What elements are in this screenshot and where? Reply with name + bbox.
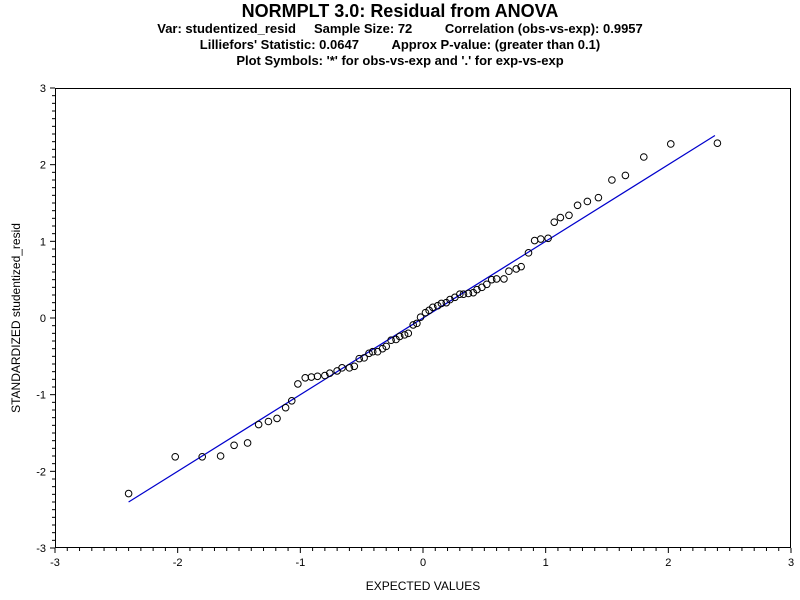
data-point bbox=[446, 295, 454, 304]
y-tick-label: -2 bbox=[36, 466, 46, 478]
x-tick-label: 1 bbox=[543, 557, 549, 569]
data-point bbox=[345, 364, 354, 372]
x-tick-label: 2 bbox=[665, 557, 671, 569]
data-point bbox=[216, 452, 225, 460]
data-point bbox=[313, 372, 322, 381]
data-point bbox=[325, 369, 334, 378]
data-point bbox=[524, 249, 533, 257]
data-point bbox=[437, 299, 446, 308]
data-point bbox=[413, 319, 421, 328]
reference-line bbox=[128, 135, 716, 503]
data-point bbox=[421, 308, 430, 317]
p-value-text: Approx P-value: (greater than 0.1) bbox=[391, 37, 601, 52]
data-point bbox=[505, 267, 513, 276]
data-point bbox=[713, 139, 722, 147]
data-point bbox=[544, 234, 552, 243]
data-point bbox=[492, 275, 501, 283]
data-point bbox=[530, 236, 539, 245]
subtitle-line-3: Lilliefors' Statistic: 0.0647 Approx P-v… bbox=[0, 37, 800, 53]
data-point bbox=[464, 289, 473, 298]
correlation-text: Correlation (obs-vs-exp): 0.9957 bbox=[444, 21, 643, 36]
data-point bbox=[243, 439, 252, 447]
data-point bbox=[621, 171, 630, 180]
x-axis-title: EXPECTED VALUES bbox=[366, 579, 480, 593]
y-tick-label: 0 bbox=[40, 313, 46, 325]
plot-symbols-text: Plot Symbols: '*' for obs-vs-exp and '.'… bbox=[236, 53, 564, 68]
data-point bbox=[433, 301, 442, 310]
data-point bbox=[487, 275, 496, 284]
data-point bbox=[301, 374, 310, 382]
data-point bbox=[400, 331, 409, 339]
data-point bbox=[350, 362, 359, 371]
y-tick-label: -1 bbox=[36, 390, 46, 402]
subtitle-line-2: Var: studentized_resid Sample Size: 72 C… bbox=[0, 21, 800, 37]
data-point bbox=[355, 354, 364, 363]
data-point bbox=[556, 213, 565, 222]
data-point bbox=[307, 373, 316, 381]
data-point bbox=[512, 265, 521, 273]
data-point bbox=[360, 354, 368, 362]
lilliefors-text: Lilliefors' Statistic: 0.0647 bbox=[199, 37, 359, 52]
data-point bbox=[171, 452, 180, 461]
data-point bbox=[459, 290, 468, 299]
data-point bbox=[666, 140, 675, 148]
data-point bbox=[416, 313, 425, 322]
x-tick-label: -1 bbox=[295, 557, 305, 569]
data-point bbox=[608, 176, 616, 184]
data-point bbox=[294, 380, 302, 388]
data-point bbox=[281, 403, 290, 412]
x-tick-label: 3 bbox=[788, 557, 794, 569]
data-point bbox=[321, 371, 329, 380]
x-tick-label: 0 bbox=[420, 557, 426, 569]
y-axis-title: STANDARDIZED studentized_resid bbox=[9, 223, 23, 413]
data-point bbox=[395, 332, 404, 341]
data-point bbox=[594, 193, 603, 202]
chart-titles: NORMPLT 3.0: Residual from ANOVA Var: st… bbox=[0, 0, 800, 69]
var-text: Var: studentized_resid bbox=[157, 21, 296, 36]
plot-frame bbox=[55, 88, 791, 548]
data-point bbox=[404, 329, 413, 338]
data-point bbox=[640, 153, 648, 161]
data-point bbox=[429, 303, 437, 312]
data-point bbox=[273, 414, 281, 423]
data-point bbox=[473, 285, 481, 294]
data-point bbox=[409, 321, 417, 329]
data-point bbox=[254, 420, 263, 429]
y-tick-label: 1 bbox=[40, 236, 46, 248]
data-point bbox=[338, 364, 346, 372]
data-point bbox=[573, 201, 582, 210]
y-tick-label: 2 bbox=[40, 160, 46, 172]
y-tick-label: -3 bbox=[36, 543, 46, 555]
data-point bbox=[387, 336, 395, 345]
chart-title: NORMPLT 3.0: Residual from ANOVA bbox=[241, 1, 559, 21]
data-point bbox=[382, 342, 391, 351]
data-point bbox=[565, 211, 573, 220]
data-point bbox=[550, 218, 559, 226]
data-point bbox=[264, 417, 273, 426]
x-tick-label: -2 bbox=[173, 557, 183, 569]
y-tick-label: 3 bbox=[40, 83, 46, 95]
data-point bbox=[500, 275, 508, 283]
sample-size-text: Sample Size: 72 bbox=[314, 21, 413, 36]
data-point bbox=[482, 280, 491, 289]
subtitle-line-4: Plot Symbols: '*' for obs-vs-exp and '.'… bbox=[0, 53, 800, 69]
data-point bbox=[373, 347, 382, 356]
data-point bbox=[536, 235, 545, 243]
data-point bbox=[365, 349, 373, 358]
x-tick-label: -3 bbox=[50, 557, 60, 569]
data-point bbox=[124, 489, 133, 498]
data-point bbox=[287, 397, 296, 405]
data-point bbox=[230, 441, 238, 450]
data-point bbox=[583, 197, 592, 206]
data-point bbox=[517, 262, 525, 271]
data-point bbox=[198, 452, 206, 461]
data-point bbox=[378, 344, 387, 353]
data-point bbox=[456, 290, 464, 299]
data-point bbox=[368, 347, 377, 356]
